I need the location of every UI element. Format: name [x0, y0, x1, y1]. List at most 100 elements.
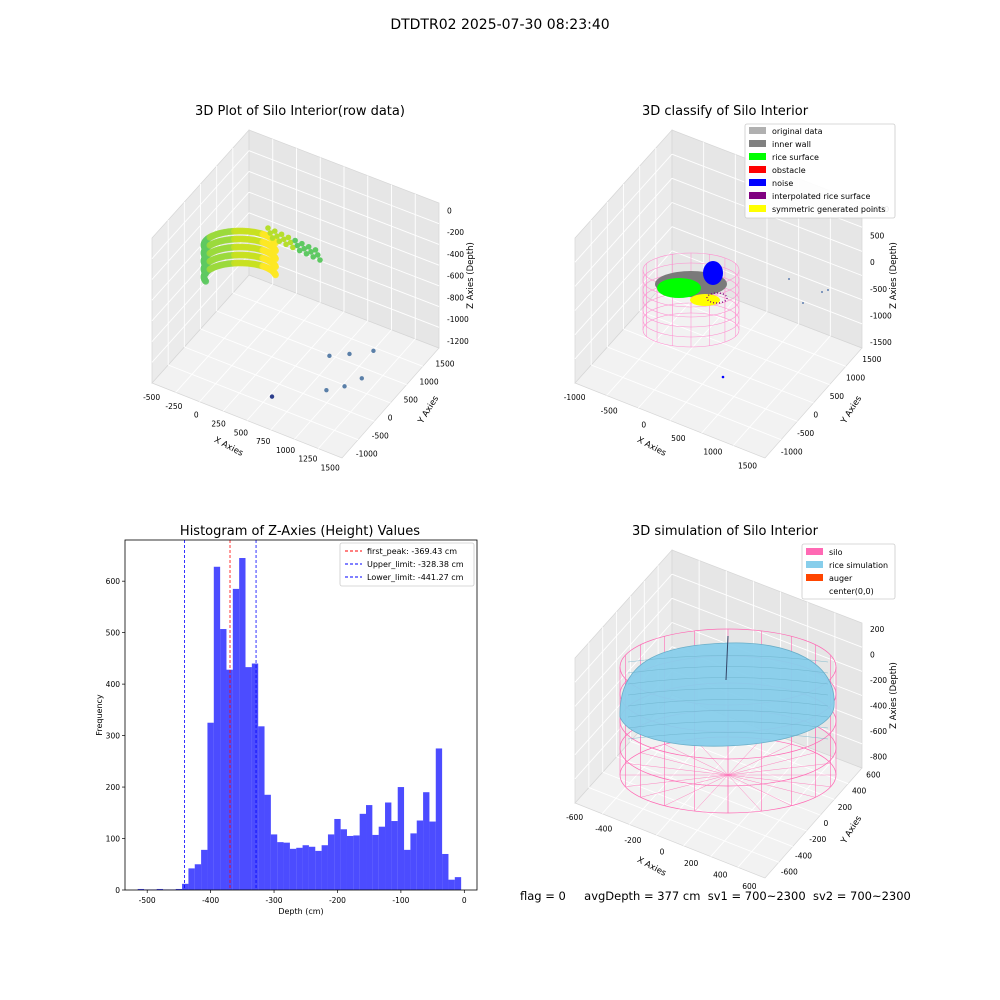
p2-gridline [607, 346, 798, 422]
p1-data-point [299, 240, 305, 247]
p3-histogram-bar [175, 888, 183, 890]
p1-data-point [278, 231, 285, 238]
p3-legend-label: Upper_limit: -328.38 cm [367, 560, 464, 569]
p3-histogram-bar [404, 849, 411, 890]
p1-xtick-label: 250 [211, 419, 226, 428]
p4-gridline [574, 573, 673, 683]
p4-rice-mesh [627, 721, 829, 729]
p4-silo-spoke [640, 752, 729, 776]
p1-gridline [151, 171, 250, 280]
p3-histogram-bar [410, 833, 417, 890]
p2-ztick-label: -500 [870, 285, 887, 294]
p2-zlabel: Z Axies (Depth) [889, 242, 899, 309]
p2-rice-surface [657, 278, 701, 298]
p1-data-point [301, 245, 307, 252]
p1-gridline [216, 310, 407, 386]
p2-legend-label: inner wall [772, 140, 811, 149]
p3-ytick-label: 200 [106, 783, 121, 792]
p4-ytick-label: -200 [809, 835, 826, 844]
p4-ytick-label: 600 [866, 771, 881, 780]
p1-data-point [308, 249, 314, 255]
p3-histogram-bar [378, 826, 386, 890]
panel4-title: 3D simulation of Silo Interior [632, 524, 818, 539]
p2-xtick-label: 500 [671, 434, 686, 443]
p2-legend-frame [744, 123, 896, 219]
p1-xlabel: X Axies [212, 435, 245, 459]
p4-ztick-label: -400 [870, 701, 887, 710]
p4-rice-mesh [627, 699, 829, 707]
p3-histogram-bar [334, 818, 341, 890]
p4-xtick-label: 0 [660, 848, 665, 857]
p3-histogram-bar [346, 835, 354, 890]
p3-histogram-bar [283, 842, 290, 890]
p3-histogram-bar [251, 663, 259, 890]
p2-gridline [639, 310, 830, 386]
p3-xtick-label: -500 [139, 896, 156, 905]
p1-data-point [271, 228, 278, 234]
p3-histogram-bar [232, 588, 240, 890]
p3-histogram-bar [194, 864, 202, 890]
p3-histogram-bar [454, 877, 462, 890]
p1-gridline [151, 253, 250, 363]
p4-xtick-label: 600 [742, 882, 757, 891]
p3-histogram-bar [385, 802, 392, 890]
p3-histogram-bar [201, 849, 208, 890]
p3-histogram-bar [448, 879, 455, 890]
p1-data-point [290, 244, 296, 251]
p4-silo-spoke [727, 774, 792, 806]
p1-gridline [151, 233, 250, 342]
p4-xtick-label: -200 [624, 836, 641, 845]
p1-ytick-label: -1000 [356, 450, 378, 459]
p4-ytick-label: 200 [838, 803, 853, 812]
p3-histogram-bar [435, 748, 443, 890]
p4-silo-spoke [727, 774, 816, 798]
p3-xlabel: Depth (cm) [278, 907, 323, 916]
p1-outlier-point [371, 348, 376, 354]
p3-histogram-bar [372, 834, 379, 890]
p4-ztick-label: 200 [870, 625, 885, 634]
p4-rice-mesh [627, 655, 829, 663]
p1-data-point [274, 233, 280, 239]
p2-ytick-label: -1000 [781, 447, 803, 456]
panel3-title: Histogram of Z-Axies (Height) Values [179, 524, 421, 539]
p2-legend-label: obstacle [772, 166, 806, 175]
p3-histogram-bar [137, 888, 145, 890]
p1-data-point [272, 255, 279, 263]
p4-xlabel: X Axies [635, 855, 668, 879]
p4-ytick-label: 0 [824, 819, 829, 828]
p3-histogram-bar [308, 846, 316, 890]
p3-histogram-bar [429, 821, 436, 890]
p2-noise-point [721, 375, 725, 379]
p3-histogram-bar [302, 845, 309, 890]
p4-xtick-label: 400 [713, 871, 728, 880]
p2-gridline [574, 153, 673, 263]
p3-histogram-bar [182, 883, 189, 890]
p1-data-point [281, 236, 287, 243]
p1-xtick-label: 500 [234, 428, 249, 437]
p4-silo-spoke [694, 774, 729, 812]
p4-legend-frame [801, 543, 896, 600]
p2-ytick-label: 1000 [846, 373, 865, 382]
p4-gridline [588, 787, 780, 863]
p3-legend-label: first_peak: -369.43 cm [367, 547, 457, 556]
p2-ytick-label: 0 [813, 410, 818, 419]
p4-legend-swatch [806, 561, 823, 568]
p2-gridline [671, 250, 863, 325]
p1-ytick-label: 0 [388, 414, 393, 423]
p1-data-point [310, 254, 317, 260]
p4-ytick-label: 400 [852, 787, 867, 796]
p3-histogram-bar [442, 853, 449, 890]
p2-xtick-label: -500 [601, 407, 618, 416]
p3-ytick-label: 500 [106, 629, 121, 638]
p1-xtick-label: -250 [165, 402, 182, 411]
p3-histogram-bar [397, 787, 405, 890]
p1-gridline [248, 253, 440, 328]
p4-rice-mesh [627, 677, 829, 685]
p3-histogram-bar [188, 868, 195, 890]
p4-silo-spoke [727, 744, 792, 776]
p2-ytick-label: 500 [830, 392, 845, 401]
p3-ylabel: Frequency [95, 694, 104, 736]
p1-xtick-label: 0 [194, 411, 199, 420]
p3-histogram-bar [340, 829, 347, 890]
p2-ztick-label: 500 [870, 231, 885, 240]
